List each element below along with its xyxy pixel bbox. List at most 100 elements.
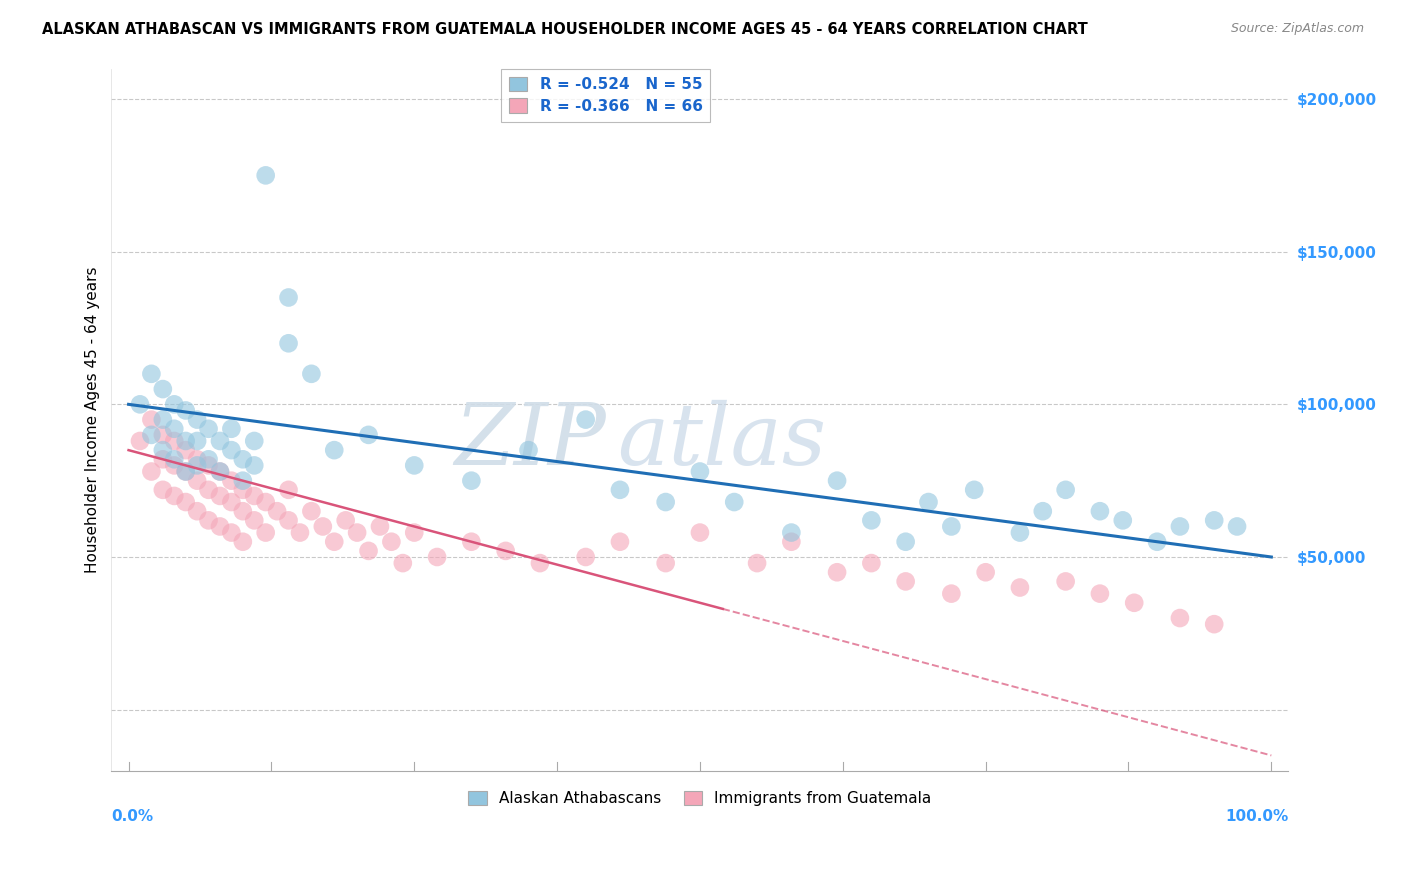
Point — [141, 367, 163, 381]
Point — [221, 525, 243, 540]
Point — [254, 169, 277, 183]
Point — [1226, 519, 1249, 533]
Point — [243, 489, 266, 503]
Point — [1008, 525, 1031, 540]
Point — [232, 452, 254, 467]
Point — [1054, 483, 1077, 497]
Point — [208, 465, 231, 479]
Point — [780, 534, 803, 549]
Point — [254, 495, 277, 509]
Point — [1168, 519, 1191, 533]
Point — [654, 556, 676, 570]
Point — [404, 525, 426, 540]
Point — [163, 434, 186, 448]
Point — [609, 483, 631, 497]
Point — [186, 474, 208, 488]
Point — [689, 465, 711, 479]
Point — [152, 483, 174, 497]
Point — [197, 452, 219, 467]
Point — [1088, 504, 1111, 518]
Point — [723, 495, 745, 509]
Point — [174, 495, 197, 509]
Point — [288, 525, 311, 540]
Point — [460, 474, 482, 488]
Point — [152, 428, 174, 442]
Point — [129, 397, 152, 411]
Point — [1008, 581, 1031, 595]
Point — [221, 422, 243, 436]
Point — [141, 412, 163, 426]
Point — [745, 556, 768, 570]
Point — [208, 489, 231, 503]
Point — [1204, 513, 1226, 527]
Point — [243, 434, 266, 448]
Point — [277, 291, 299, 305]
Point — [575, 549, 598, 564]
Point — [299, 504, 322, 518]
Point — [1054, 574, 1077, 589]
Text: 100.0%: 100.0% — [1225, 809, 1288, 824]
Point — [299, 367, 322, 381]
Point — [780, 525, 803, 540]
Point — [186, 452, 208, 467]
Point — [894, 574, 917, 589]
Point — [174, 443, 197, 458]
Point — [323, 534, 346, 549]
Point — [1146, 534, 1168, 549]
Point — [495, 544, 517, 558]
Point — [346, 525, 368, 540]
Point — [208, 519, 231, 533]
Point — [232, 483, 254, 497]
Point — [860, 513, 883, 527]
Point — [517, 443, 540, 458]
Point — [208, 465, 231, 479]
Point — [368, 519, 391, 533]
Point — [426, 549, 449, 564]
Point — [243, 458, 266, 473]
Point — [609, 534, 631, 549]
Point — [1204, 617, 1226, 632]
Point — [197, 458, 219, 473]
Point — [380, 534, 402, 549]
Point — [221, 474, 243, 488]
Point — [689, 525, 711, 540]
Point — [232, 534, 254, 549]
Point — [277, 513, 299, 527]
Point — [335, 513, 357, 527]
Point — [654, 495, 676, 509]
Point — [152, 382, 174, 396]
Point — [575, 412, 598, 426]
Point — [357, 544, 380, 558]
Point — [1112, 513, 1135, 527]
Point — [163, 397, 186, 411]
Point — [163, 489, 186, 503]
Point — [825, 474, 848, 488]
Point — [254, 525, 277, 540]
Point — [404, 458, 426, 473]
Text: ZIP: ZIP — [454, 400, 606, 482]
Point — [1168, 611, 1191, 625]
Point — [186, 434, 208, 448]
Point — [894, 534, 917, 549]
Point — [357, 428, 380, 442]
Point — [529, 556, 551, 570]
Point — [197, 513, 219, 527]
Point — [392, 556, 415, 570]
Point — [277, 336, 299, 351]
Point — [163, 458, 186, 473]
Point — [323, 443, 346, 458]
Point — [221, 443, 243, 458]
Point — [941, 519, 963, 533]
Point — [1123, 596, 1146, 610]
Point — [312, 519, 335, 533]
Point — [917, 495, 939, 509]
Point — [197, 422, 219, 436]
Text: atlas: atlas — [617, 400, 827, 482]
Point — [174, 403, 197, 417]
Point — [163, 452, 186, 467]
Point — [825, 566, 848, 580]
Point — [974, 566, 997, 580]
Point — [941, 587, 963, 601]
Point — [860, 556, 883, 570]
Point — [174, 465, 197, 479]
